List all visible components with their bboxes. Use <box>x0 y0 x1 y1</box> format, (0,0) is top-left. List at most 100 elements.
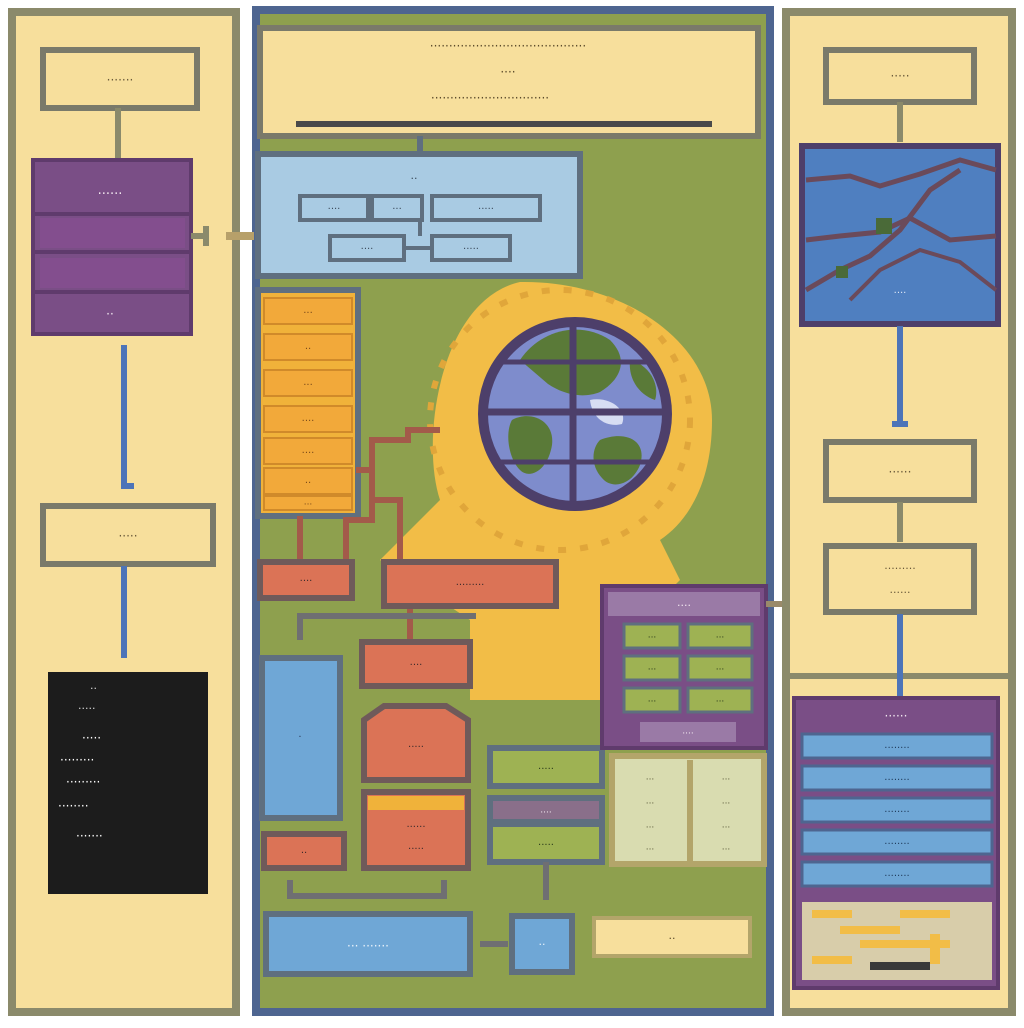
dark-note-line-4: ········· <box>60 753 94 767</box>
map-route-4 <box>848 247 998 302</box>
purple-cell-5-label: ··· <box>648 697 657 707</box>
bottom-bracket <box>287 880 447 899</box>
diagram-node-2 <box>370 194 424 222</box>
purple-cell-2-label: ··· <box>716 633 725 643</box>
dark-note-line-7: ······· <box>76 829 103 843</box>
maroon-connectors <box>297 427 440 640</box>
purple-cell-2 <box>686 622 754 650</box>
bottom-blue-box-label: ··· ······· <box>347 939 389 953</box>
right-box-2-text: ······ <box>889 465 912 479</box>
diagram-node-3-label: ····· <box>478 204 494 215</box>
map-route-2 <box>805 215 997 243</box>
purple-panel-titlebar <box>608 592 760 616</box>
list-item-2: ··· <box>722 775 731 785</box>
list-item-5: ··· <box>646 823 655 833</box>
cream-label-text: ·· <box>669 932 676 945</box>
mini-map-road-3 <box>860 940 950 948</box>
salmon-box-2 <box>381 559 559 609</box>
bottom-blue-box <box>263 911 473 977</box>
grey-connector-1 <box>297 613 476 640</box>
maroon-connector-3 <box>372 497 403 560</box>
purple-panel-footer-bar <box>640 722 736 742</box>
purple-panel: ···· ··· ··· ··· ··· ··· ··· ···· <box>600 584 768 750</box>
diagram-node-1-label: ···· <box>328 204 341 215</box>
orange-item-7-label: ··· <box>304 500 313 510</box>
green-box-2-label: ···· <box>540 808 551 818</box>
purple-list-title: ······ <box>885 709 908 723</box>
purple-cell-1-label: ··· <box>648 633 657 643</box>
salmon-box-1 <box>257 559 355 601</box>
mini-map-road-2 <box>840 926 900 934</box>
orange-item-5 <box>263 437 353 465</box>
purple-block-footer: ·· <box>106 307 114 321</box>
dark-note-line-2: ····· <box>78 702 95 715</box>
globe-orbit-ring <box>427 287 693 553</box>
header-line-1: ········································… <box>430 39 586 53</box>
left-dark-note: ·· ····· ····· ········· ········· ·····… <box>48 672 208 894</box>
list-item-7: ··· <box>646 845 655 855</box>
orange-item-1-label: ··· <box>303 308 313 319</box>
purple-list-item-5 <box>800 860 994 888</box>
right-box-3-line-2: ······ <box>890 586 911 599</box>
diagram-node-3 <box>430 194 542 222</box>
map-marker-2 <box>836 266 848 278</box>
purple-block-header: ······ <box>98 187 123 202</box>
purple-list-item-4 <box>800 828 994 856</box>
list-item-1: ··· <box>646 775 655 785</box>
maroon-connector-2 <box>343 470 375 560</box>
map-caption: ···· <box>894 288 907 299</box>
left-title-text: ······· <box>107 73 134 87</box>
orange-item-6 <box>263 467 353 495</box>
purple-list-item-5-label: ········ <box>884 871 909 882</box>
left-purple-block: ······ ·· <box>31 158 193 336</box>
purple-cell-4-label: ··· <box>716 665 725 675</box>
left-mid-text: ····· <box>118 529 137 543</box>
salmon-box-1-label: ···· <box>300 576 313 587</box>
purple-cell-6-label: ··· <box>716 697 725 707</box>
globe-continent-4 <box>629 360 657 400</box>
right-box-3-line-1: ········· <box>884 562 915 575</box>
mini-map-road-1 <box>812 910 852 918</box>
small-blue-box <box>509 913 575 975</box>
mini-map-road-4 <box>812 956 852 964</box>
purple-cell-3 <box>622 654 682 682</box>
purple-list-item-3-label: ········ <box>884 807 909 818</box>
dark-note-line-3: ····· <box>82 731 101 745</box>
mini-map-route <box>870 962 930 970</box>
list-item-4: ··· <box>722 799 731 809</box>
orange-item-1 <box>263 297 353 325</box>
orange-item-7 <box>263 495 353 511</box>
purple-cell-4 <box>686 654 754 682</box>
right-purple-list: ······ ········ ········ ········ ······… <box>792 696 1000 990</box>
mini-map-road-6 <box>930 934 940 964</box>
main-panel: ········································… <box>226 6 800 1016</box>
top-diagram-title: ·· <box>411 172 418 185</box>
salmon-box-3 <box>359 639 473 689</box>
list-panel: ··· ··· ··· ··· ··· ··· ··· ··· <box>609 753 767 867</box>
map-marker-1 <box>876 218 892 234</box>
salmon-box-3-label: ···· <box>410 660 423 671</box>
dark-note-bg <box>48 672 208 894</box>
diagram-node-5 <box>430 234 512 262</box>
purple-list-item-3 <box>800 796 994 824</box>
salmon-box-6-label: ·· <box>301 848 307 859</box>
cream-label-box <box>592 916 752 958</box>
salmon-box-6 <box>261 831 347 871</box>
green-box-1 <box>487 745 605 789</box>
salmon-box-4-label: ····· <box>408 742 424 753</box>
diagram-node-1 <box>298 194 370 222</box>
purple-list-item-2 <box>800 764 994 792</box>
top-blue-diagram: ·· ···· ··· ····· ···· ····· <box>255 136 583 279</box>
purple-cell-1 <box>622 622 682 650</box>
purple-cell-6 <box>686 686 754 714</box>
left-blue-connector-1 <box>121 345 134 489</box>
mini-map-road-5 <box>900 910 950 918</box>
purple-cell-5 <box>622 686 682 714</box>
globe-icon <box>478 317 672 511</box>
right-box-3 <box>823 543 977 615</box>
main-header-box <box>257 25 761 139</box>
diagram-node-5-label: ····· <box>463 244 479 255</box>
dark-note-line-6: ········ <box>58 799 89 813</box>
